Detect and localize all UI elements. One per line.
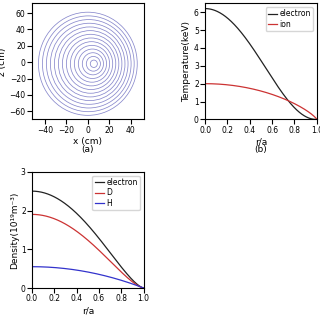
Line: ion: ion xyxy=(205,84,317,119)
Line: D: D xyxy=(32,214,144,288)
H xyxy=(97,272,100,276)
D xyxy=(97,248,100,252)
ion xyxy=(256,88,260,92)
X-axis label: x (cm): x (cm) xyxy=(73,138,102,147)
Legend: electron, D, H: electron, D, H xyxy=(92,176,140,210)
D xyxy=(84,236,88,240)
electron xyxy=(203,7,207,11)
D xyxy=(142,286,146,290)
Y-axis label: Temperature(keV): Temperature(keV) xyxy=(182,21,191,102)
electron xyxy=(97,236,100,240)
electron xyxy=(312,117,316,121)
D xyxy=(122,272,125,276)
ion xyxy=(295,103,299,107)
Legend: electron, ion: electron, ion xyxy=(266,7,313,31)
H xyxy=(91,271,94,275)
ion xyxy=(264,91,268,94)
ion xyxy=(270,92,274,96)
ion xyxy=(257,89,261,92)
electron xyxy=(295,108,299,112)
H xyxy=(84,270,88,274)
H xyxy=(122,279,125,283)
electron xyxy=(83,220,87,224)
Y-axis label: z (cm): z (cm) xyxy=(0,47,7,76)
electron xyxy=(257,55,261,59)
H xyxy=(142,286,146,290)
H xyxy=(139,285,143,289)
electron xyxy=(30,189,34,193)
D xyxy=(139,285,143,289)
electron xyxy=(264,66,268,70)
Line: electron: electron xyxy=(32,191,144,288)
ion xyxy=(203,82,207,85)
H xyxy=(83,269,87,273)
D xyxy=(30,212,34,216)
X-axis label: r/a: r/a xyxy=(82,306,94,315)
Y-axis label: Density(10¹⁹m⁻³): Density(10¹⁹m⁻³) xyxy=(11,191,20,268)
Text: (b): (b) xyxy=(255,145,267,154)
H xyxy=(30,265,34,268)
ion xyxy=(315,117,319,121)
X-axis label: r/a: r/a xyxy=(255,138,267,147)
ion xyxy=(312,114,316,118)
electron xyxy=(256,54,260,58)
electron xyxy=(139,285,143,289)
Text: (a): (a) xyxy=(82,145,94,154)
electron xyxy=(122,268,125,272)
Line: H: H xyxy=(32,267,144,288)
D xyxy=(91,242,94,246)
Line: electron: electron xyxy=(205,9,317,119)
electron xyxy=(270,75,274,79)
electron xyxy=(315,117,319,121)
electron xyxy=(91,228,94,232)
D xyxy=(83,236,87,240)
electron xyxy=(84,221,88,225)
electron xyxy=(142,286,146,290)
